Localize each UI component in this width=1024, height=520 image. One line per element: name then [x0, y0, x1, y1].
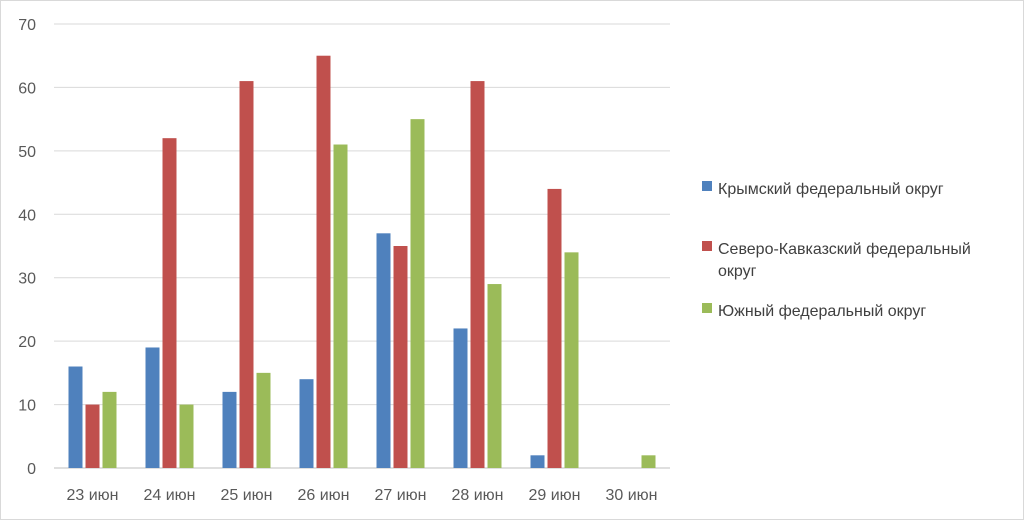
y-tick-label: 60: [18, 80, 36, 97]
y-tick-label: 10: [18, 398, 36, 415]
x-tick-label: 30 июн: [605, 487, 657, 504]
bar-1-1: [68, 366, 83, 468]
legend-marker: [702, 303, 712, 313]
bar-2-5: [393, 246, 408, 468]
bar-1-5: [376, 233, 391, 468]
bar-1-4: [299, 379, 314, 468]
legend-item: Северо-Кавказский федеральный округ: [702, 241, 971, 280]
bar-2-6: [470, 81, 485, 468]
legend-item: Южный федеральный округ: [702, 303, 926, 320]
legend-marker: [702, 241, 712, 251]
bar-1-7: [530, 455, 545, 468]
legend-label: Северо-Кавказский федеральный округ: [718, 241, 971, 280]
x-tick-label: 28 июн: [451, 487, 503, 504]
x-tick-label: 25 июн: [220, 487, 272, 504]
x-tick-label: 23 июн: [66, 487, 118, 504]
legend-label: Южный федеральный округ: [718, 303, 926, 320]
bar-2-2: [162, 138, 177, 468]
bar-3-6: [487, 284, 502, 468]
bar-1-3: [222, 391, 237, 468]
legend: Крымский федеральный округ Северо-Кавказс…: [702, 181, 971, 320]
bars: [68, 55, 656, 469]
x-tick-label: 27 июн: [374, 487, 426, 504]
x-tick-label: 29 июн: [528, 487, 580, 504]
bar-3-7: [564, 252, 579, 468]
y-tick-label: 50: [18, 144, 36, 161]
bar-3-1: [102, 391, 117, 468]
bar-2-4: [316, 55, 331, 468]
y-axis: 0 10 20 30 40 50 60 70: [18, 17, 36, 478]
bar-3-2: [179, 404, 194, 468]
x-tick-label: 26 июн: [297, 487, 349, 504]
legend-label: Крымский федеральный округ: [718, 181, 944, 198]
x-tick-label: 24 июн: [143, 487, 195, 504]
bar-2-3: [239, 81, 254, 468]
bar-3-4: [333, 144, 348, 468]
y-tick-label: 40: [18, 207, 36, 224]
legend-item: Крымский федеральный округ: [702, 181, 944, 198]
bar-3-3: [256, 372, 271, 468]
bar-3-8: [641, 455, 656, 468]
legend-marker: [702, 181, 712, 191]
y-tick-label: 30: [18, 271, 36, 288]
y-tick-label: 0: [27, 461, 36, 478]
bar-3-5: [410, 119, 425, 469]
bar-1-6: [453, 328, 468, 468]
y-tick-label: 20: [18, 334, 36, 351]
bar-2-1: [85, 404, 100, 468]
bar-1-2: [145, 347, 160, 468]
y-tick-label: 70: [18, 17, 36, 34]
bar-2-7: [547, 188, 562, 468]
x-axis: 23 июн 24 июн 25 июн 26 июн 27 июн 28 июн 29 и…: [66, 487, 657, 504]
